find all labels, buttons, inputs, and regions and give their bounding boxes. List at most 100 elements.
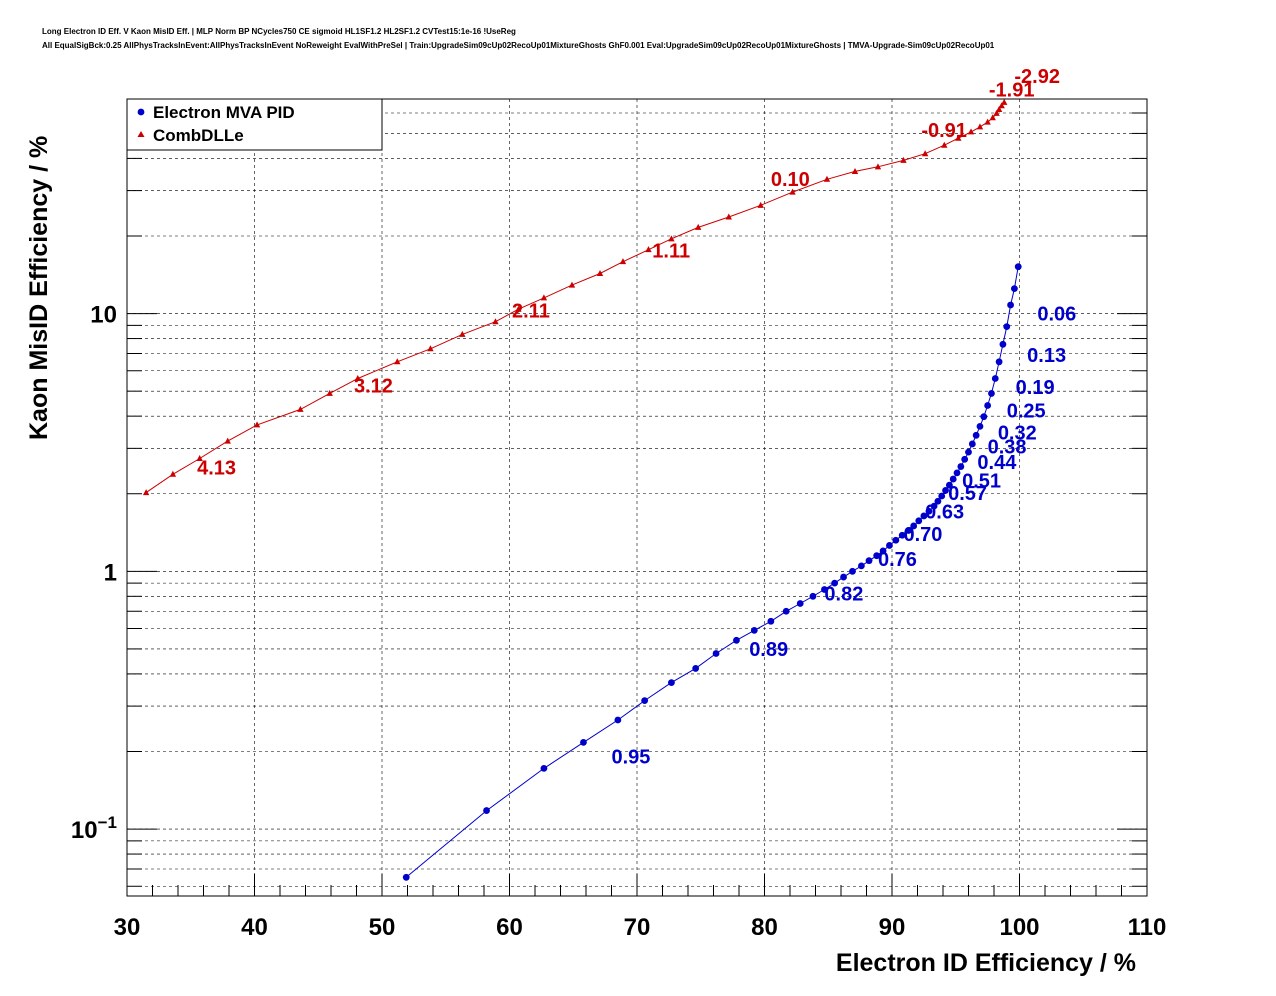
- series-0-point: [957, 463, 965, 470]
- series-1-point: [989, 114, 996, 121]
- series-0-point: [733, 636, 740, 644]
- series-1-point: [998, 102, 1005, 109]
- series-1-point: [976, 123, 984, 130]
- x-tick-label: 60: [496, 914, 523, 941]
- series-0-point: [614, 716, 622, 724]
- y-tick-label-base: 10: [71, 817, 98, 844]
- chart-title-line-1: Long Electron ID Eff. V Kaon MisID Eff. …: [42, 27, 516, 36]
- series-0-point: [945, 481, 953, 489]
- data-label: 0.70: [903, 524, 942, 546]
- series-0-point: [767, 617, 775, 625]
- series-0-point: [840, 573, 847, 581]
- series-0-point: [938, 492, 946, 500]
- series-1-point: [253, 421, 261, 428]
- series-0-point: [984, 402, 992, 409]
- data-label: 0.89: [749, 639, 788, 661]
- curve-layer: [145, 102, 1019, 878]
- series-0-point: [972, 431, 980, 439]
- series-0-point: [965, 448, 972, 456]
- series-0-point: [831, 579, 839, 587]
- series-0-point: [999, 340, 1007, 348]
- series-0-point: [865, 557, 873, 565]
- x-tick-label: 30: [114, 914, 141, 941]
- series-1-point: [955, 134, 962, 141]
- series-1-point: [900, 156, 907, 163]
- data-label: 3.12: [354, 375, 393, 397]
- series-line-1: [145, 102, 1005, 494]
- series-1-point: [224, 437, 231, 444]
- series-1-point: [196, 454, 203, 461]
- marker-layer: [142, 98, 1022, 881]
- series-0-point: [1007, 301, 1014, 309]
- series-0-point: [886, 542, 893, 549]
- series-0-point: [712, 650, 720, 657]
- series-1-point: [459, 330, 466, 337]
- data-label: 0.57: [948, 483, 987, 505]
- data-label: 0.82: [824, 584, 863, 606]
- series-1-point: [789, 188, 796, 195]
- series-0-point: [995, 358, 1003, 366]
- series-0-point: [668, 679, 675, 687]
- series-0-point: [892, 536, 900, 544]
- x-tick-label: 70: [624, 914, 651, 941]
- series-0-point: [1014, 263, 1022, 271]
- series-0-point: [782, 607, 790, 615]
- data-label: 4.13: [197, 458, 236, 480]
- data-label: -2.92: [1014, 66, 1060, 88]
- y-tick-label-base: 10: [90, 302, 117, 329]
- series-0-point: [483, 807, 490, 814]
- data-label: 0.10: [771, 169, 810, 191]
- x-tick-label: 50: [369, 914, 396, 941]
- series-line-0: [405, 266, 1019, 878]
- series-0-point: [925, 507, 933, 515]
- y-tick-label-exponent: −1: [98, 813, 117, 832]
- series-1-point: [354, 374, 361, 381]
- series-0-point: [961, 455, 969, 463]
- x-tick-label: 80: [751, 914, 778, 941]
- series-1-point: [1001, 98, 1008, 105]
- series-0-point: [873, 552, 881, 560]
- data-label: 0.13: [1027, 345, 1066, 367]
- series-1-point: [921, 150, 929, 157]
- data-label: 0.44: [977, 452, 1017, 474]
- series-0-point: [930, 502, 938, 510]
- series-1-point: [142, 489, 150, 496]
- series-0-point: [976, 422, 984, 430]
- series-1-point: [725, 213, 732, 220]
- series-0-point: [809, 592, 817, 600]
- data-label: 0.25: [1007, 400, 1046, 422]
- series-1-point: [941, 141, 948, 148]
- series-0-point: [942, 487, 949, 494]
- series-0-point: [920, 512, 928, 520]
- series-0-point: [980, 413, 988, 421]
- series-1-point: [668, 235, 675, 242]
- data-label: 0.19: [1016, 377, 1055, 399]
- data-label: 0.38: [988, 436, 1027, 458]
- series-1-point: [326, 389, 333, 396]
- x-axis-label: Electron ID Efficiency / %: [836, 949, 1136, 977]
- data-label: 1.11: [652, 241, 690, 263]
- y-tick-label: 10−1: [71, 813, 117, 844]
- series-0-point: [858, 562, 865, 570]
- series-1-point: [596, 270, 604, 277]
- series-1-point: [645, 246, 652, 253]
- series-1-point: [984, 118, 991, 125]
- series-0-point: [915, 517, 923, 525]
- data-label: 0.06: [1037, 304, 1076, 326]
- x-tick-label: 110: [1128, 914, 1167, 941]
- series-1-point: [619, 258, 627, 265]
- series-1-point: [851, 167, 859, 174]
- series-1-point: [967, 128, 975, 135]
- series-0-point: [879, 547, 887, 555]
- series-0-point: [796, 600, 804, 607]
- series-1-point: [540, 294, 548, 301]
- series-0-point: [949, 475, 957, 483]
- x-tick-label: 90: [879, 914, 906, 941]
- series-0-point: [910, 522, 918, 530]
- series-0-point: [540, 764, 548, 772]
- series-1-point: [874, 163, 882, 170]
- series-0-point: [402, 873, 410, 881]
- y-tick-label: 10: [90, 302, 117, 329]
- series-0-point: [849, 567, 856, 575]
